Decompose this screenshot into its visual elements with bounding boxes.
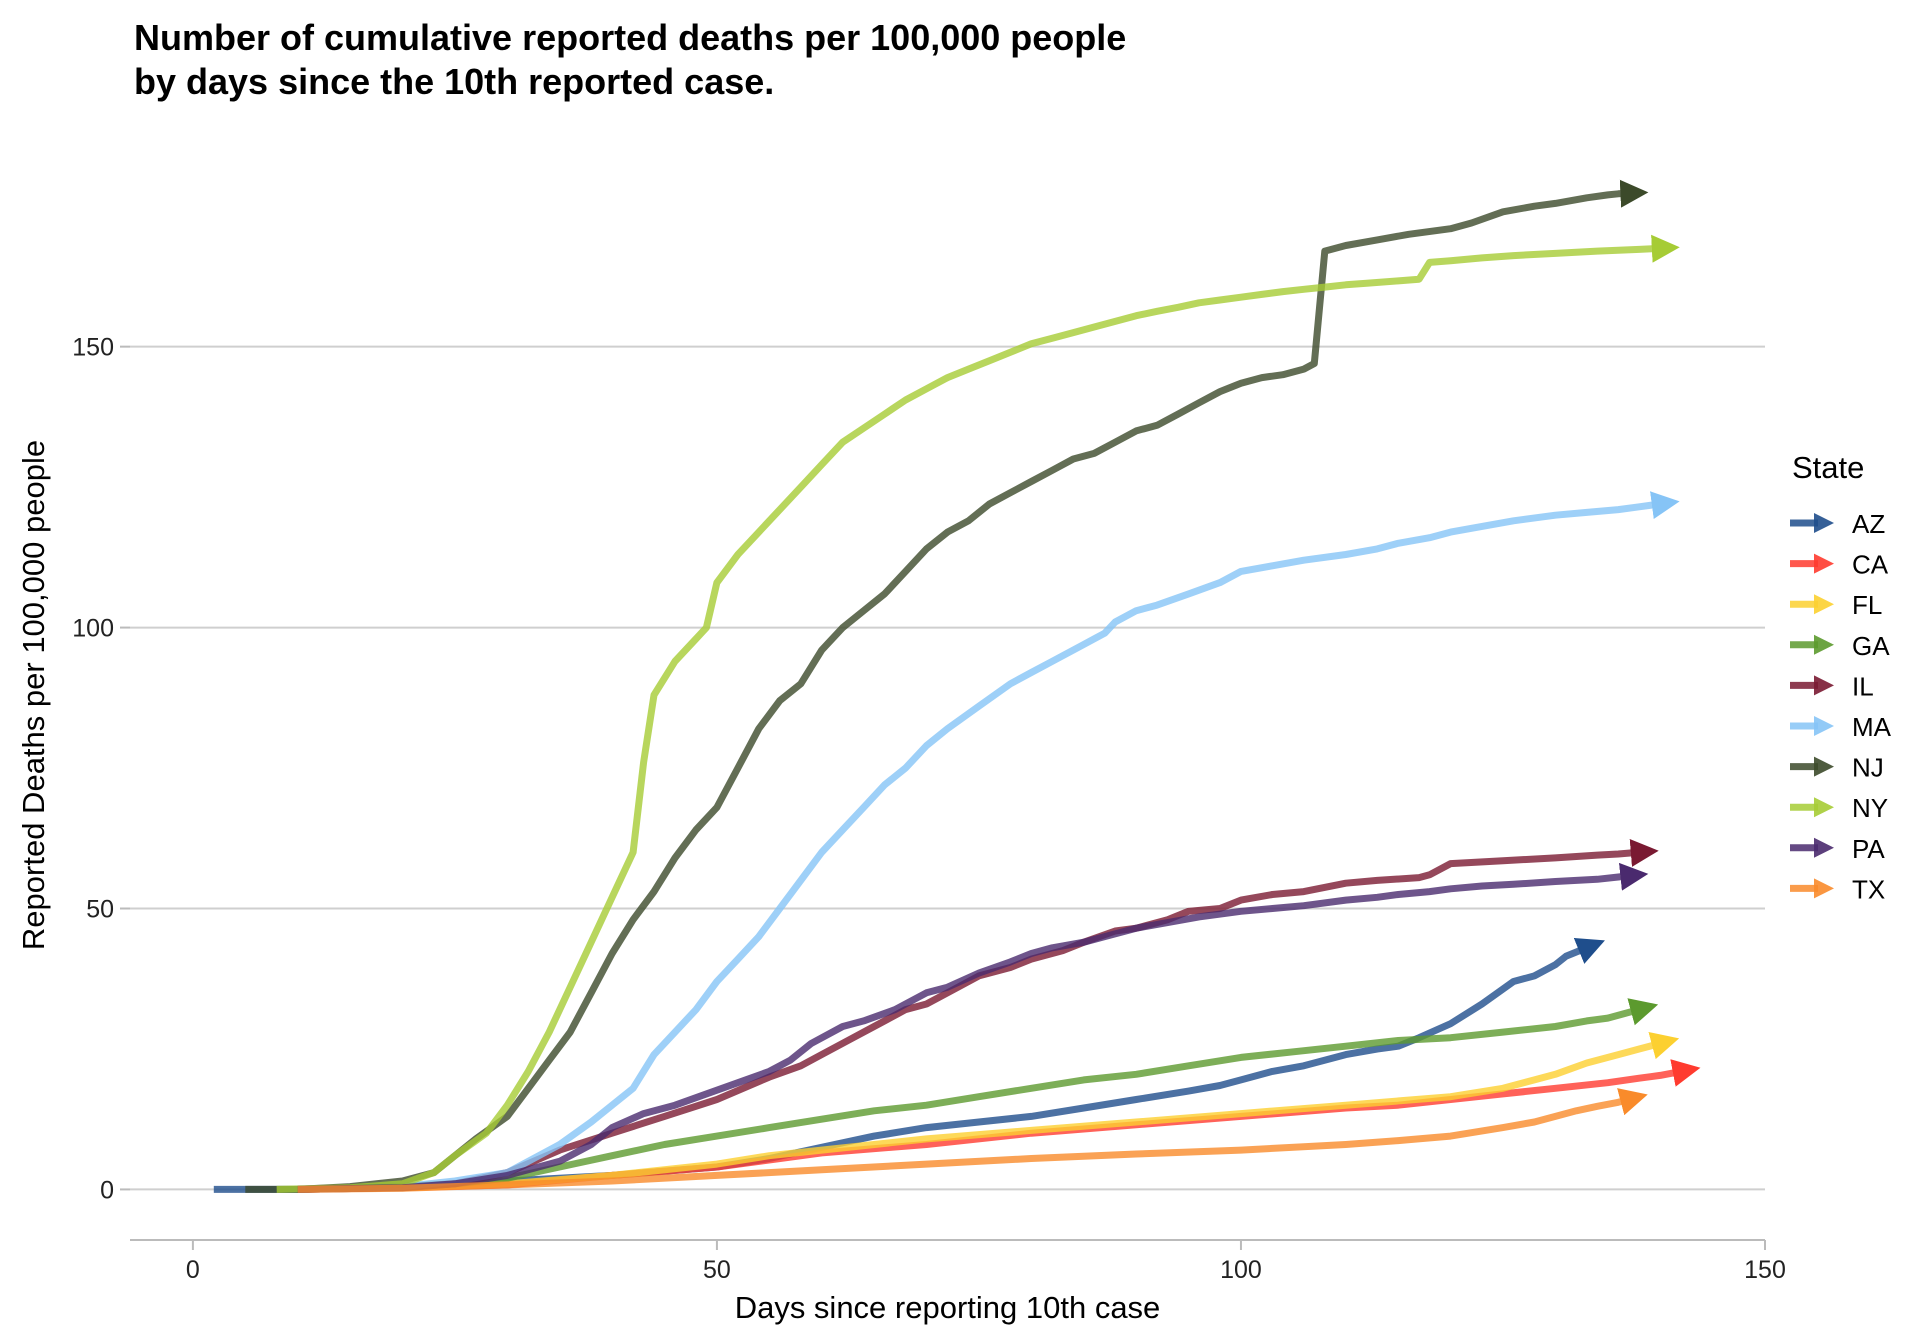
legend-label: IL — [1852, 671, 1874, 701]
gridlines — [130, 345, 1765, 1191]
legend-key-arrow-icon — [1814, 553, 1834, 574]
y-tick-label: 0 — [100, 1176, 114, 1204]
legend-key-arrow-icon — [1814, 594, 1834, 615]
x-tick-label: 0 — [186, 1256, 200, 1284]
legend-item-ca: CA — [1790, 550, 1889, 580]
series-line-fl — [297, 1032, 1680, 1193]
legend: State AZ CA FL GA IL MA NJ NY PA TX — [1790, 450, 1892, 904]
chart-title-line-2: by days since the 10th reported case. — [134, 61, 775, 102]
legend-item-fl: FL — [1790, 590, 1882, 620]
series-line-ma — [297, 491, 1680, 1193]
legend-label: CA — [1852, 550, 1889, 580]
legend-item-tx: TX — [1790, 874, 1885, 904]
legend-item-pa: PA — [1790, 834, 1885, 864]
legend-label: NY — [1852, 793, 1888, 823]
legend-label: MA — [1852, 712, 1892, 742]
legend-item-ma: MA — [1790, 712, 1892, 742]
legend-key-arrow-icon — [1814, 716, 1834, 736]
series-line-il — [297, 839, 1659, 1193]
x-axis-ticks: 0 50 100 150 — [186, 1240, 1786, 1284]
legend-key-arrow-icon — [1814, 756, 1834, 777]
legend-label: TX — [1852, 874, 1885, 904]
series-line-ga — [297, 998, 1659, 1193]
legend-key-arrow-icon — [1814, 878, 1834, 899]
chart-title: Number of cumulative reported deaths per… — [134, 16, 1126, 104]
legend-label: AZ — [1852, 509, 1885, 539]
series-line-az — [213, 937, 1605, 1193]
series-line-ny — [276, 234, 1680, 1193]
y-axis-ticks: 0 50 100 150 — [72, 334, 130, 1204]
x-axis-title: Days since reporting 10th case — [735, 1290, 1161, 1325]
legend-key-arrow-icon — [1814, 634, 1834, 655]
legend-item-il: IL — [1790, 671, 1874, 701]
y-tick-label: 100 — [72, 615, 114, 643]
y-tick-label: 50 — [86, 896, 114, 924]
legend-label: NJ — [1852, 753, 1884, 783]
series-line-pa — [297, 862, 1649, 1193]
legend-item-az: AZ — [1790, 509, 1885, 539]
legend-key-arrow-icon — [1814, 837, 1834, 858]
x-tick-label: 100 — [1220, 1256, 1262, 1284]
legend-item-ny: NY — [1790, 793, 1888, 823]
legend-item-ga: GA — [1790, 631, 1890, 661]
series-lines — [213, 179, 1701, 1193]
legend-item-nj: NJ — [1790, 753, 1884, 783]
y-axis-title: Reported Deaths per 100,000 people — [16, 440, 51, 950]
legend-label: PA — [1852, 834, 1885, 864]
chart-title-line-1: Number of cumulative reported deaths per… — [134, 17, 1127, 58]
legend-key-arrow-icon — [1814, 513, 1834, 533]
legend-key-arrow-icon — [1814, 675, 1834, 696]
x-tick-label: 50 — [703, 1256, 731, 1284]
series-line-tx — [297, 1088, 1648, 1193]
legend-label: GA — [1852, 631, 1890, 661]
legend-label: FL — [1852, 590, 1882, 620]
legend-key-arrow-icon — [1814, 797, 1834, 818]
x-tick-label: 150 — [1744, 1256, 1786, 1284]
series-line-nj — [245, 179, 1649, 1193]
y-tick-label: 150 — [72, 334, 114, 362]
legend-title: State — [1792, 450, 1864, 485]
